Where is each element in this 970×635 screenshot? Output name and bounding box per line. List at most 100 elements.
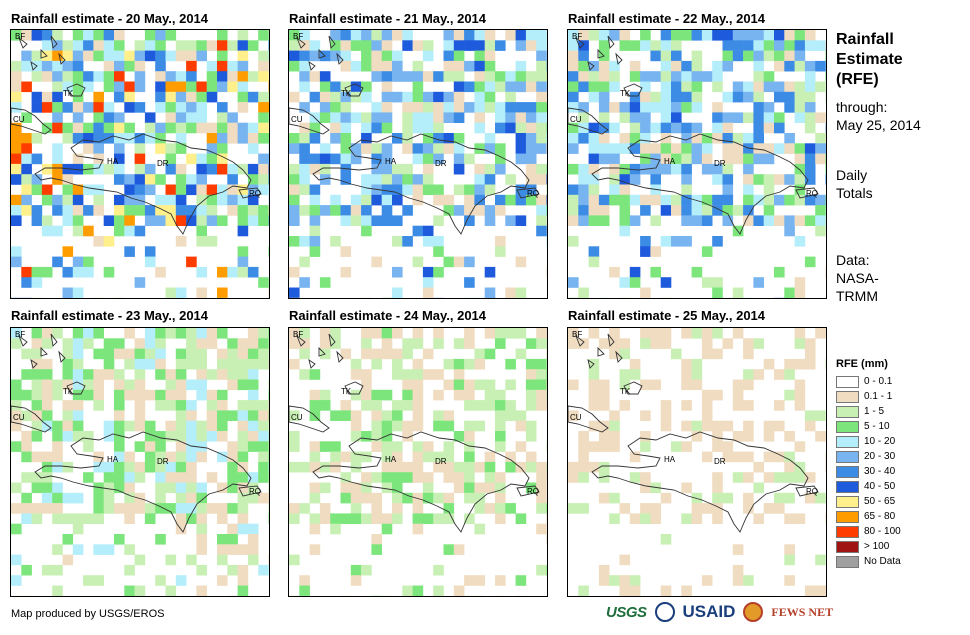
rain-cell: [381, 40, 393, 51]
rain-cell: [124, 451, 135, 463]
rain-cell: [640, 133, 651, 144]
rain-cell: [134, 554, 146, 566]
side-title-line: (RFE): [836, 71, 879, 88]
rain-cell: [815, 410, 826, 421]
rain-cell: [165, 163, 177, 175]
rain-cell: [289, 358, 300, 370]
rain-cell: [114, 40, 125, 51]
rain-cell: [258, 441, 269, 452]
rain-cell: [155, 50, 166, 62]
rain-cell: [598, 122, 610, 134]
rain-cell: [422, 287, 434, 298]
rain-cell: [660, 205, 672, 216]
rain-cell: [453, 585, 465, 596]
rain-cell: [392, 472, 403, 483]
rain-cell: [568, 328, 579, 339]
rain-cell: [722, 153, 734, 165]
rain-cell: [206, 133, 218, 144]
usgs-logo: USGS: [606, 603, 647, 621]
rain-cell: [402, 461, 413, 473]
rain-cell: [629, 133, 641, 144]
rain-cell: [774, 400, 785, 411]
rain-cell: [258, 492, 269, 504]
rain-cell: [660, 102, 672, 113]
rain-cell: [732, 40, 744, 51]
rain-cell: [453, 143, 465, 154]
rain-cell: [804, 472, 816, 483]
rain-cell: [350, 575, 362, 586]
rain-cell: [722, 492, 734, 504]
rain-cell: [712, 60, 723, 72]
rain-cell: [227, 205, 238, 216]
rain-cell: [629, 40, 641, 51]
rain-cell: [784, 40, 795, 51]
rain-cell: [268, 153, 269, 165]
rain-cell: [681, 441, 692, 452]
rain-cell: [289, 441, 300, 452]
legend-item: 0 - 0.1: [836, 374, 966, 389]
rain-cell: [753, 91, 764, 103]
rain-cell: [650, 163, 661, 175]
rain-cell: [72, 112, 84, 123]
rain-cell: [186, 431, 197, 442]
rain-cell: [732, 81, 744, 93]
rain-cell: [103, 338, 115, 349]
rain-cell: [660, 338, 672, 349]
rain-cell: [309, 461, 321, 473]
rain-cell: [237, 163, 249, 175]
rain-cell: [515, 133, 527, 144]
rain-cell: [671, 102, 682, 113]
rain-cell: [495, 143, 506, 154]
rain-cell: [609, 338, 620, 349]
rain-cell: [103, 71, 115, 82]
rain-cell: [371, 410, 382, 421]
rain-cell: [309, 71, 321, 82]
rain-cell: [175, 358, 187, 370]
rain-cell: [536, 564, 547, 576]
rain-cell: [732, 544, 744, 555]
rain-cell: [815, 554, 826, 566]
usaid-seal-icon: [654, 602, 675, 622]
place-label-tk: TK: [620, 387, 631, 396]
rain-cell: [568, 277, 579, 288]
rain-cell: [361, 112, 372, 123]
rain-cell: [217, 266, 228, 278]
rain-cell: [629, 215, 641, 226]
rain-cell: [144, 163, 156, 175]
rain-cell: [794, 174, 806, 185]
rain-cell: [186, 112, 197, 123]
rain-cell: [525, 153, 537, 165]
panel-title-5: Rainfall estimate - 24 May., 2014: [289, 308, 487, 323]
rain-cell: [732, 400, 744, 411]
rain-cell: [784, 358, 795, 370]
rain-cell: [536, 358, 547, 370]
rain-cell: [124, 102, 135, 113]
rain-cell: [155, 71, 166, 82]
rain-cell: [309, 50, 321, 62]
rain-cell: [691, 369, 703, 380]
rain-cell: [41, 40, 53, 51]
rain-cell: [412, 420, 424, 432]
coastline: [30, 358, 38, 369]
rain-cell: [660, 122, 672, 134]
legend-title: RFE (mm): [836, 358, 888, 370]
rain-cell: [609, 71, 620, 82]
rain-cell: [505, 112, 516, 123]
legend-swatch: [836, 390, 859, 403]
rain-cell: [412, 472, 424, 483]
rain-cell: [691, 328, 703, 339]
rain-cell: [784, 143, 795, 154]
rain-cell: [247, 205, 259, 216]
rain-cell: [196, 266, 207, 278]
rain-cell: [31, 102, 43, 113]
rain-cell: [598, 71, 610, 82]
rain-cell: [402, 133, 413, 144]
legend-label: 0.1 - 1: [864, 391, 893, 402]
rain-cell: [402, 236, 413, 247]
rain-cell: [237, 410, 249, 421]
rain-cell: [609, 102, 620, 113]
rain-cell: [640, 236, 651, 247]
rain-cell: [598, 441, 610, 452]
rain-cell: [144, 205, 156, 216]
